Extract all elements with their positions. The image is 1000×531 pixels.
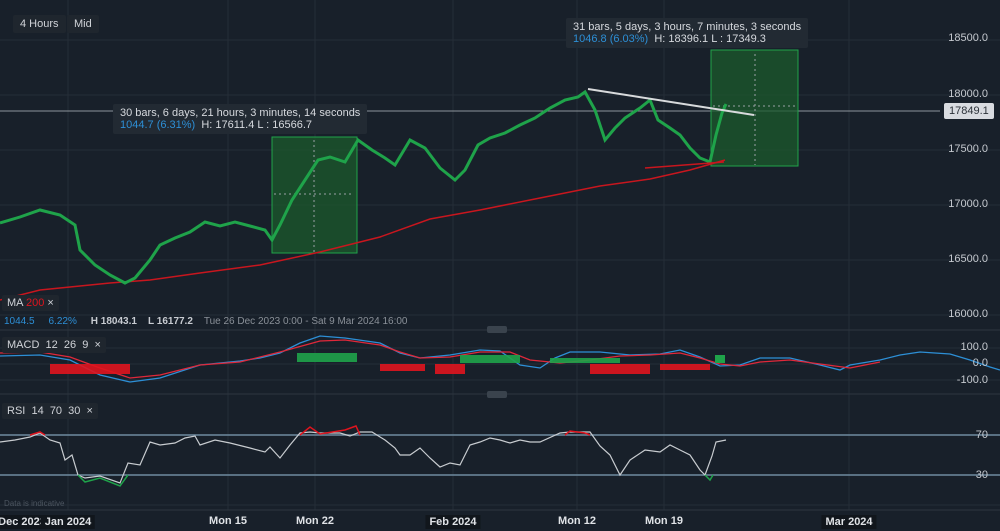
y-tick: 18000.0	[948, 88, 988, 100]
pane-resize-handle[interactable]	[487, 391, 507, 398]
macd-tick: 100.0	[960, 341, 988, 353]
macd-tick: 0.0	[972, 357, 988, 369]
measure-hl: H: 18396.1 L : 17349.3	[654, 33, 766, 45]
x-tick: Mon 15	[209, 515, 247, 527]
y-tick: 16500.0	[948, 253, 988, 265]
x-tick: Mon 19	[645, 515, 683, 527]
macd-params: 12 26 9	[45, 339, 89, 351]
stat-low: L 16177.2	[148, 316, 193, 327]
current-price-label: 17849.1	[944, 103, 994, 119]
measure-hl: H: 17611.4 L : 16566.7	[201, 119, 313, 131]
measure-duration: 31 bars, 5 days, 3 hours, 7 minutes, 3 s…	[573, 21, 802, 33]
rsi-params: 14 70 30	[31, 405, 81, 417]
price-type-selector[interactable]: Mid	[67, 15, 99, 33]
stat-high: H 18043.1	[90, 316, 137, 327]
y-tick: 16000.0	[948, 308, 988, 320]
stats-bar: 1044.5 6.22% H 18043.1 L 16177.2 Tue 26 …	[4, 316, 408, 327]
rsi-tick: 70	[975, 429, 988, 441]
x-tick: Jan 2024	[40, 515, 96, 529]
macd-name: MACD	[7, 339, 40, 351]
x-tick: Feb 2024	[425, 515, 481, 529]
rsi-tick: 30	[975, 469, 988, 481]
ma-name: MA	[7, 297, 23, 309]
disclaimer: Data is indicative	[4, 499, 65, 508]
stat-range: Tue 26 Dec 2023 0:00 - Sat 9 Mar 2024 16…	[203, 316, 408, 327]
y-tick: 18500.0	[948, 32, 988, 44]
measure-change: 1046.8 (6.03%)	[573, 33, 649, 45]
measure-label-1: 30 bars, 6 days, 21 hours, 3 minutes, 14…	[113, 104, 368, 134]
pane-resize-handle[interactable]	[487, 326, 507, 333]
y-tick: 17000.0	[948, 198, 988, 210]
timeframe-selector[interactable]: 4 Hours	[13, 15, 66, 33]
x-tick: Mar 2024	[821, 515, 877, 529]
measure-duration: 30 bars, 6 days, 21 hours, 3 minutes, 14…	[120, 107, 361, 119]
rsi-legend: RSI 14 70 30 ×	[2, 403, 98, 419]
stat-change-pct: 6.22%	[48, 316, 77, 327]
measure-change: 1044.7 (6.31%)	[120, 119, 196, 131]
ma-period: 200	[25, 297, 45, 309]
x-tick: Dec 2023	[0, 515, 50, 529]
y-tick: 17500.0	[948, 143, 988, 155]
macd-legend: MACD 12 26 9 ×	[2, 337, 106, 353]
macd-tick: -100.0	[956, 374, 988, 386]
measure-label-2: 31 bars, 5 days, 3 hours, 7 minutes, 3 s…	[566, 18, 809, 48]
ma-legend: MA 200 ×	[2, 295, 59, 311]
close-icon[interactable]: ×	[94, 339, 101, 351]
x-tick: Mon 12	[558, 515, 596, 527]
x-tick: Mon 22	[296, 515, 334, 527]
rsi-name: RSI	[7, 405, 26, 417]
stat-change: 1044.5	[4, 316, 35, 327]
close-icon[interactable]: ×	[47, 297, 54, 309]
close-icon[interactable]: ×	[86, 405, 93, 417]
